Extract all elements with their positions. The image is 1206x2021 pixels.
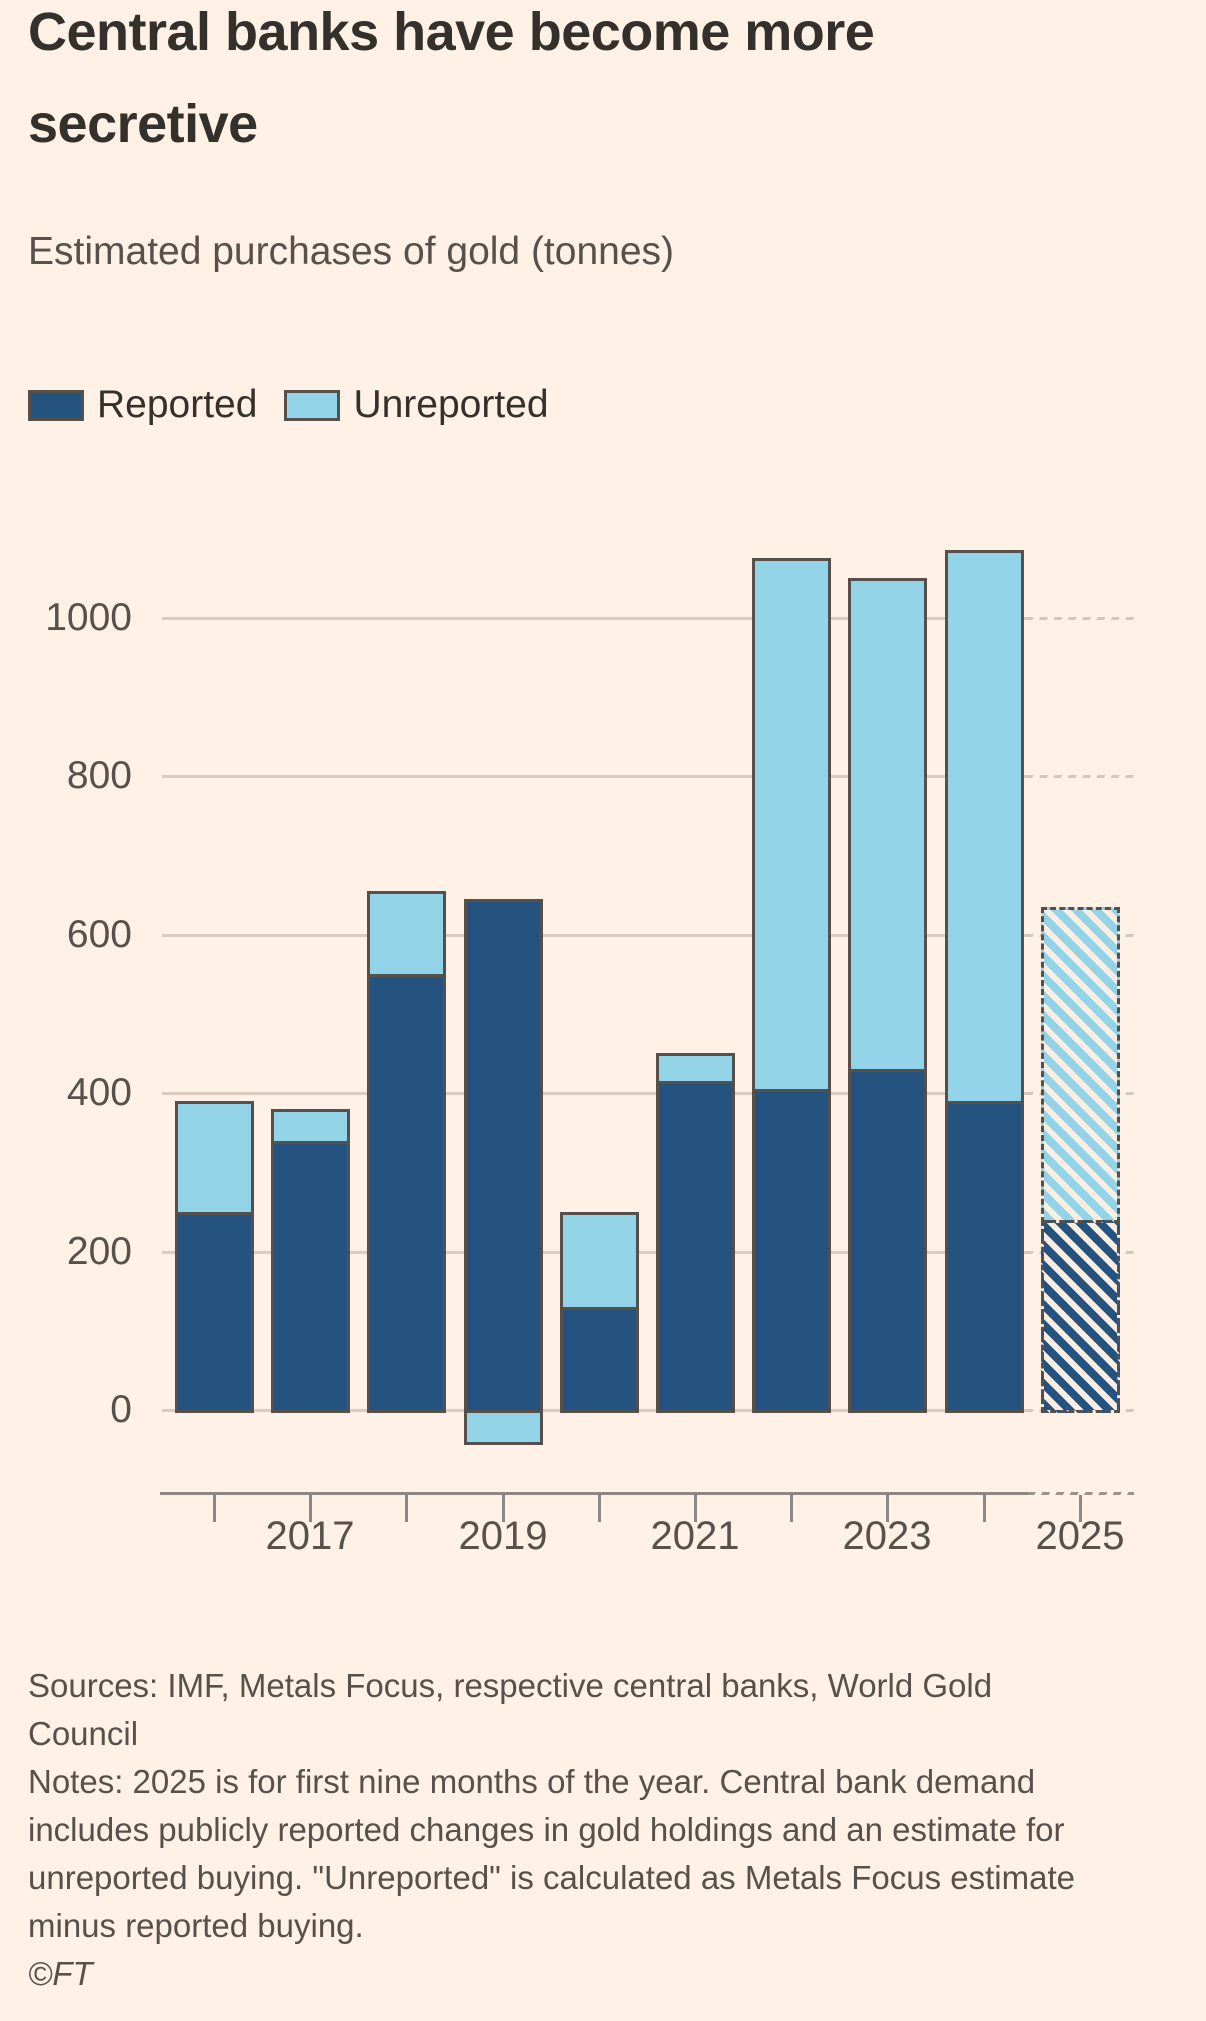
legend-label-unreported: Unreported	[353, 383, 549, 426]
sources-line-1: Sources: IMF, Metals Focus, respective c…	[28, 1667, 993, 1704]
notes-line-4: minus reported buying.	[28, 1907, 364, 1944]
bar-2016-unreported	[175, 1101, 254, 1215]
legend-label-reported: Reported	[97, 383, 258, 426]
x-axis-tick-2016	[213, 1495, 216, 1522]
gridline-600	[162, 934, 1026, 937]
x-axis-line	[160, 1492, 1028, 1495]
gridline-400	[162, 1092, 1026, 1095]
x-axis-label-2023: 2023	[842, 1514, 932, 1558]
bar-2020-reported	[560, 1307, 639, 1413]
notes-line-1: Notes: 2025 is for first nine months of …	[28, 1763, 1036, 1800]
bar-2019-unreported-negative	[464, 1410, 543, 1445]
x-axis-label-2025: 2025	[1035, 1514, 1125, 1558]
bar-2025-reported	[1041, 1220, 1120, 1413]
bar-2018-reported	[367, 974, 446, 1413]
legend-item-unreported: Unreported	[284, 383, 549, 427]
reported-swatch-icon	[28, 389, 84, 421]
gridline-800	[162, 775, 1026, 778]
bar-2025-unreported	[1041, 907, 1120, 1223]
x-axis-label-2017: 2017	[265, 1514, 355, 1558]
x-axis-tick-2024	[983, 1495, 986, 1522]
notes-text: Notes: 2025 is for first nine months of …	[28, 1758, 1206, 1950]
legend: Reported Unreported	[28, 383, 549, 427]
bar-2021-reported	[656, 1081, 735, 1413]
x-axis-label-2019: 2019	[458, 1514, 548, 1558]
y-axis-label-1000: 1000	[45, 596, 132, 639]
footer: Sources: IMF, Metals Focus, respective c…	[28, 1662, 1206, 1998]
gridline-dashed-1000	[1026, 617, 1134, 620]
x-axis-tick-2022	[790, 1495, 793, 1522]
gridline-dashed-800	[1026, 775, 1134, 778]
bar-2023-unreported	[848, 578, 927, 1072]
y-axis-label-600: 600	[66, 913, 132, 956]
bar-2019-reported	[464, 899, 543, 1413]
bar-2024-reported	[945, 1101, 1024, 1413]
chart-title: Central banks have become more secretive	[28, 2, 875, 154]
sources-text: Sources: IMF, Metals Focus, respective c…	[28, 1662, 1206, 1758]
legend-item-reported: Reported	[28, 383, 257, 427]
bar-2022-unreported	[752, 558, 831, 1092]
x-axis-tick-2025	[1079, 1495, 1082, 1522]
bar-2022-reported	[752, 1089, 831, 1413]
chart-subtitle: Estimated purchases of gold (tonnes)	[28, 230, 675, 273]
y-axis-label-400: 400	[66, 1071, 132, 1114]
notes-line-2: includes publicly reported changes in go…	[28, 1811, 1065, 1848]
bar-2016-reported	[175, 1212, 254, 1413]
x-axis-tick-2017	[309, 1495, 312, 1522]
gridline-1000	[162, 617, 1026, 620]
x-axis-line-dashed	[1028, 1492, 1134, 1495]
bar-2018-unreported	[367, 891, 446, 977]
bar-2017-reported	[271, 1141, 350, 1413]
bar-2023-reported	[848, 1069, 927, 1413]
bar-2017-unreported	[271, 1109, 350, 1144]
bar-2021-unreported	[656, 1053, 735, 1084]
x-axis-label-2021: 2021	[650, 1514, 740, 1558]
ft-credit: ©FT	[28, 1955, 93, 1992]
bar-2020-unreported	[560, 1212, 639, 1310]
notes-line-3: unreported buying. "Unreported" is calcu…	[28, 1859, 1075, 1896]
bar-2024-unreported	[945, 550, 1024, 1104]
x-axis-tick-2023	[886, 1495, 889, 1522]
x-axis-tick-2019	[502, 1495, 505, 1522]
y-axis-label-800: 800	[66, 754, 132, 797]
y-axis-label-0: 0	[110, 1388, 132, 1431]
x-axis-tick-2021	[694, 1495, 697, 1522]
x-axis-tick-2018	[405, 1495, 408, 1522]
x-axis-tick-2020	[598, 1495, 601, 1522]
y-axis-label-200: 200	[66, 1230, 132, 1273]
unreported-swatch-icon	[284, 389, 341, 421]
sources-line-2: Council	[28, 1715, 139, 1752]
